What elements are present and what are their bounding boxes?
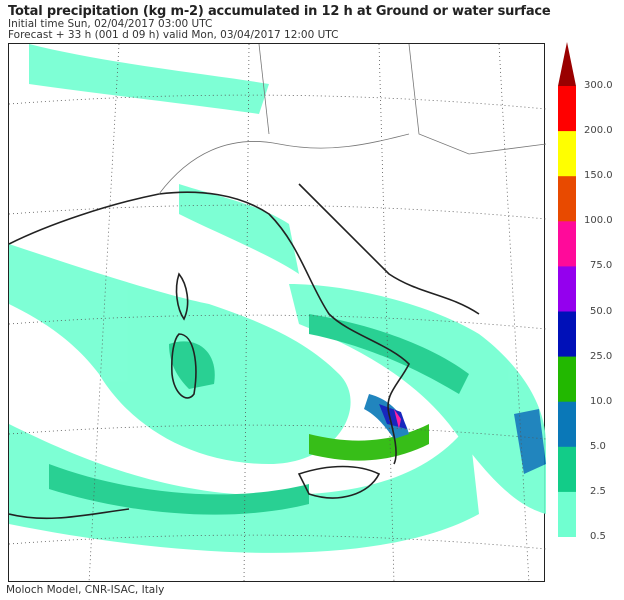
borders <box>158 43 547 195</box>
colorbar-segment <box>558 131 576 177</box>
map-title: Total precipitation (kg m-2) accumulated… <box>8 4 551 19</box>
coastlines <box>8 183 480 520</box>
colorbar-label: 25.0 <box>590 350 613 362</box>
colorbar-label: 10.0 <box>590 395 613 407</box>
colorbar-segment <box>558 446 576 493</box>
precipitation-field <box>9 44 546 553</box>
map-canvas <box>8 43 547 584</box>
colorbar-label: 50.0 <box>590 305 613 317</box>
colorbar-segment <box>558 311 576 358</box>
colorbar-segment <box>558 221 576 267</box>
colorbar-label: 2.5 <box>590 485 606 497</box>
colorbar-segment <box>558 266 576 312</box>
colorbar-segment <box>558 401 576 448</box>
colorbar-label: 0.5 <box>590 531 606 542</box>
colorbar-label: 300.0 <box>584 80 613 91</box>
colorbar-segment <box>558 176 576 222</box>
precipitation-map <box>8 43 547 584</box>
colorbar-label: 5.0 <box>590 440 606 452</box>
colorbar-segment <box>558 86 576 132</box>
forecast-time: Forecast + 33 h (001 d 09 h) valid Mon, … <box>8 29 339 41</box>
colorbar-label: 200.0 <box>584 125 613 137</box>
colorbar-segment <box>558 356 576 403</box>
colorbar-label: 150.0 <box>584 170 613 182</box>
colorbar-label: 75.0 <box>590 260 613 272</box>
colorbar <box>558 42 576 538</box>
colorbar-segment <box>558 491 576 538</box>
colorbar-label: 100.0 <box>584 215 613 227</box>
model-credit: Moloch Model, CNR-ISAC, Italy <box>6 584 165 596</box>
colorbar-overflow-arrow <box>558 42 576 86</box>
initial-time: Initial time Sun, 02/04/2017 03:00 UTC <box>8 18 213 30</box>
